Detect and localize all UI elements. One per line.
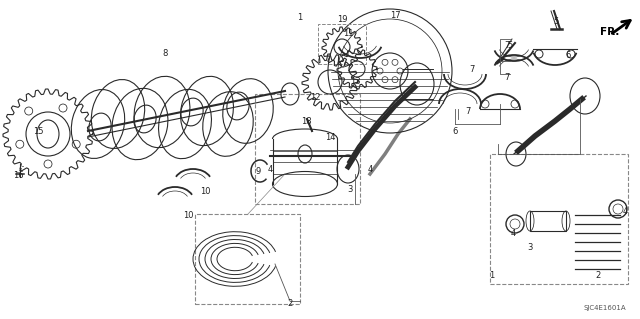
Text: 10: 10 bbox=[183, 211, 193, 220]
Text: 4: 4 bbox=[367, 165, 372, 174]
Text: 1: 1 bbox=[298, 13, 303, 23]
Text: 3: 3 bbox=[527, 242, 532, 251]
Text: 5: 5 bbox=[554, 18, 559, 26]
Text: 7: 7 bbox=[469, 64, 475, 73]
Text: 14: 14 bbox=[324, 132, 335, 142]
Text: 12: 12 bbox=[310, 93, 320, 101]
Text: 13: 13 bbox=[349, 78, 360, 86]
Text: 9: 9 bbox=[255, 167, 260, 176]
Text: 4: 4 bbox=[268, 165, 273, 174]
Text: 11: 11 bbox=[343, 29, 353, 39]
Text: 19: 19 bbox=[337, 14, 348, 24]
Text: 10: 10 bbox=[200, 187, 211, 196]
Bar bbox=[530, 211, 566, 231]
Text: 4: 4 bbox=[622, 207, 628, 217]
Bar bbox=[490, 154, 628, 284]
Text: 3: 3 bbox=[348, 184, 353, 194]
Text: 5: 5 bbox=[508, 41, 513, 49]
Bar bbox=[318, 24, 366, 64]
Text: FR.: FR. bbox=[600, 27, 620, 37]
Text: 7: 7 bbox=[504, 72, 509, 81]
Text: 6: 6 bbox=[452, 127, 458, 136]
Text: 8: 8 bbox=[163, 49, 168, 58]
Text: 6: 6 bbox=[565, 50, 571, 60]
Text: 7: 7 bbox=[504, 41, 509, 49]
Text: 17: 17 bbox=[390, 11, 400, 20]
Bar bbox=[255, 94, 360, 204]
Text: 15: 15 bbox=[33, 127, 44, 136]
Text: 4: 4 bbox=[510, 229, 516, 239]
Text: 2: 2 bbox=[287, 299, 292, 308]
Text: SJC4E1601A: SJC4E1601A bbox=[584, 305, 626, 311]
Text: 1: 1 bbox=[490, 271, 495, 279]
Text: 7: 7 bbox=[465, 108, 470, 116]
Text: 18: 18 bbox=[301, 117, 311, 127]
Text: 2: 2 bbox=[595, 271, 600, 280]
Bar bbox=[195, 214, 300, 304]
Text: 16: 16 bbox=[13, 172, 23, 181]
